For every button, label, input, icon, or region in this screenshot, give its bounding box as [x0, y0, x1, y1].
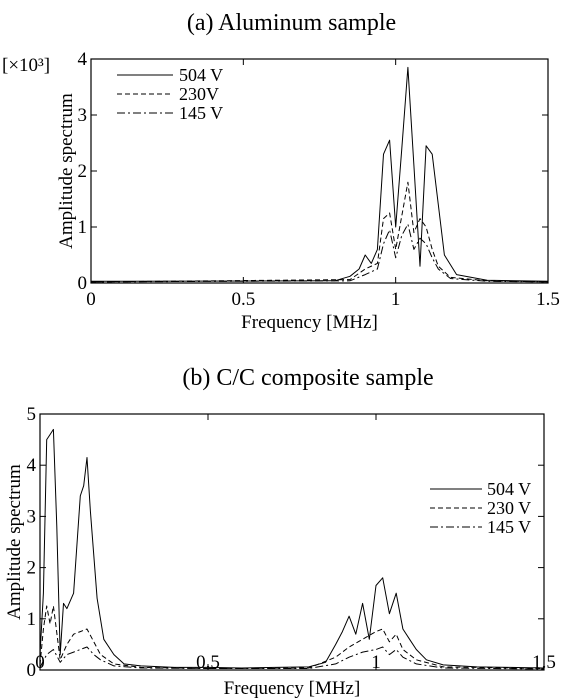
- y-tick-label: 2: [27, 558, 37, 579]
- y-tick-label: 4: [27, 455, 37, 476]
- x-tick-label: 1: [371, 652, 381, 673]
- y-tick-label: 5: [27, 404, 37, 425]
- y-tick-label: 3: [27, 506, 37, 527]
- legend-label: 145 V: [487, 517, 531, 537]
- series-line-145v: [39, 646, 545, 670]
- chart-title: (b) C/C composite sample: [182, 365, 433, 391]
- legend-label: 230 V: [487, 498, 531, 518]
- y-tick-label: 2: [78, 161, 88, 182]
- y-tick-label: 1: [27, 609, 37, 630]
- x-tick-label: 1.5: [536, 289, 560, 310]
- chart-panel-a: (a) Aluminum sample 0 0.5 1 1.5 0 1 2 3 4 [×10³] Fr…: [2, 10, 560, 333]
- y-tick-label: 1: [78, 217, 88, 238]
- legend-label: 230V: [179, 84, 219, 104]
- legend-label: 504 V: [487, 479, 531, 499]
- series-line-504v: [39, 428, 545, 669]
- y-tick-label: 0: [27, 660, 37, 681]
- series-line-504v: [90, 66, 549, 282]
- legend-label: 145 V: [179, 103, 223, 123]
- y-axis-label: Amplitude spectrum: [56, 93, 77, 249]
- x-tick-label: 1: [391, 289, 401, 310]
- series-line-145v: [90, 223, 549, 283]
- y-multiplier-label: [×10³]: [2, 55, 50, 76]
- plot-frame: [39, 413, 545, 671]
- series-line-230v: [39, 605, 545, 669]
- x-tick-label: 0.5: [196, 652, 220, 673]
- y-tick-label: 0: [78, 273, 88, 294]
- chart-title: (a) Aluminum sample: [187, 10, 396, 36]
- series-line-230v: [90, 181, 549, 283]
- plot-frame: [90, 58, 549, 284]
- x-axis-label: Frequency [MHz]: [241, 312, 378, 333]
- x-tick-label: 0.5: [231, 289, 255, 310]
- y-axis-label: Amplitude spectrum: [4, 464, 25, 620]
- x-tick-label: 0: [86, 289, 96, 310]
- x-axis-label: Frequency [MHz]: [224, 678, 361, 699]
- legend-label: 504 V: [179, 65, 223, 85]
- y-tick-label: 4: [78, 49, 88, 70]
- y-tick-label: 3: [78, 105, 88, 126]
